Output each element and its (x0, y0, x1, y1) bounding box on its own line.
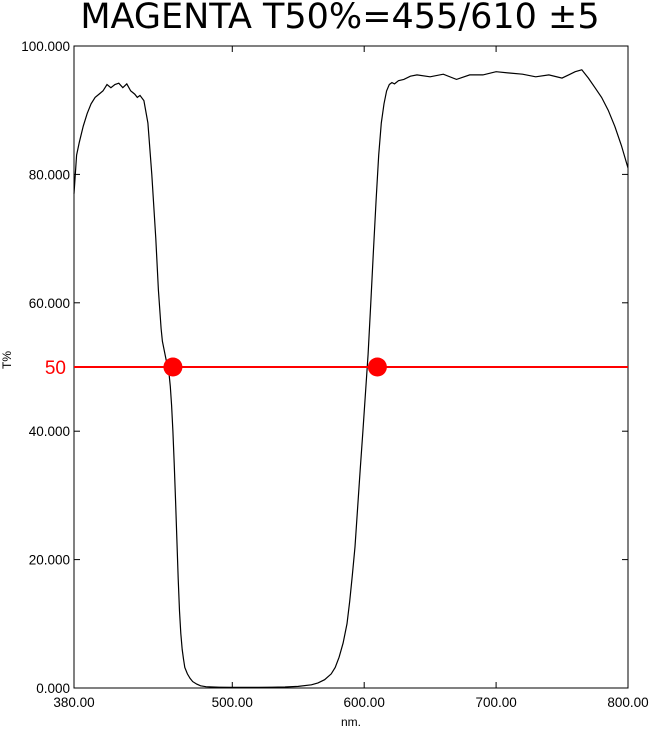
x-tick-label: 700.00 (475, 695, 516, 710)
y-tick-label: 60.000 (29, 296, 70, 311)
crossing-marker (163, 357, 183, 377)
x-tick-label: 380.00 (53, 695, 94, 710)
x-axis-title: nm. (341, 715, 361, 729)
y-tick-label: 40.000 (29, 424, 70, 439)
x-tick-label: 500.00 (212, 695, 253, 710)
crossing-markers (163, 357, 387, 377)
y-tick-label: 20.000 (29, 553, 70, 568)
x-tick-label: 800.00 (607, 695, 648, 710)
y-tick-label: 80.000 (29, 167, 70, 182)
x-axis: 380.00 500.00 600.00 700.00 800.00 (53, 46, 649, 710)
y-axis: 0.000 20.000 40.000 60.000 80.000 100.000 (21, 39, 628, 696)
transmission-curve (73, 69, 629, 688)
y-axis-title: T% (0, 351, 14, 369)
chart-title: MAGENTA T50%=455/610 ±5 (80, 0, 599, 37)
y-tick-label: 0.000 (36, 681, 70, 696)
x-tick-label: 600.00 (344, 695, 385, 710)
y-tick-label: 100.000 (21, 39, 70, 54)
fifty-percent-label: 50 (45, 358, 66, 379)
crossing-marker (367, 357, 387, 377)
